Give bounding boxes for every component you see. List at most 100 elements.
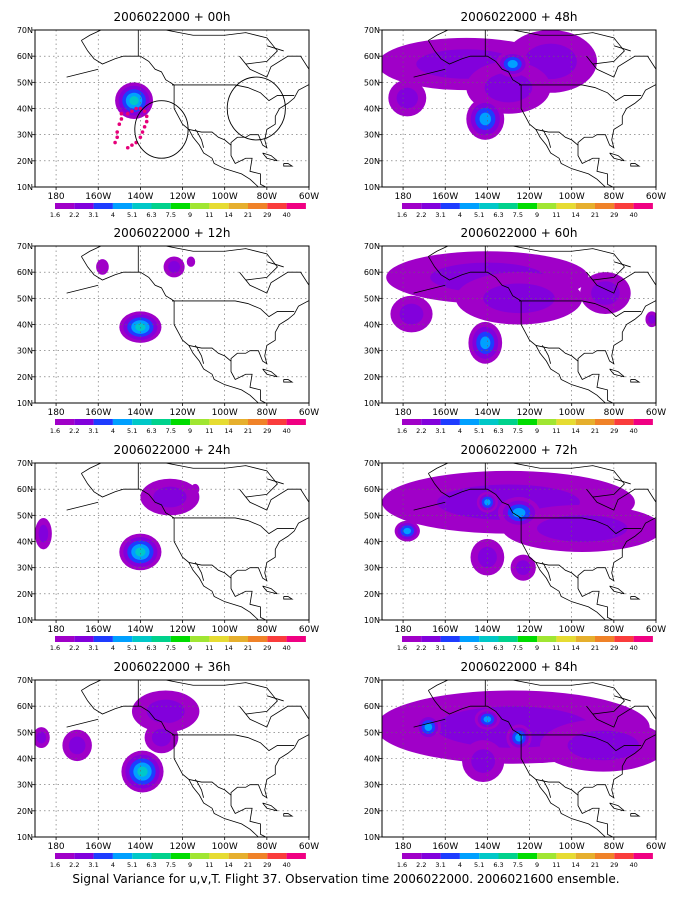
coastline (602, 463, 604, 464)
y-tick-label: 40N (364, 538, 380, 547)
coastline (413, 284, 446, 294)
legend-label: 3.1 (88, 211, 98, 219)
coastline (428, 246, 656, 403)
legend-swatch (55, 636, 75, 642)
legend-label: 6.3 (493, 861, 503, 869)
legend-swatch (459, 636, 480, 642)
variance-region (471, 749, 496, 773)
coastline (519, 734, 642, 752)
legend-label: 14 (225, 644, 233, 652)
legend-label: 40 (629, 644, 637, 652)
legend-label: 9 (535, 427, 539, 435)
x-tick-label: 100W (212, 842, 238, 852)
coastline (535, 129, 579, 146)
x-tick-label: 120W (516, 625, 542, 635)
legend-label: 14 (572, 861, 580, 869)
x-tick-label: 180 (394, 192, 411, 202)
legend-label: 9 (188, 211, 192, 219)
x-tick-label: 120W (169, 408, 195, 418)
legend-swatch (459, 203, 480, 209)
x-tick-label: 80W (604, 625, 624, 635)
x-tick-label: 60W (646, 842, 666, 852)
legend-swatch (151, 203, 171, 209)
legend-label: 1.6 (50, 644, 60, 652)
coastline (172, 734, 295, 752)
y-tick-label: 40N (364, 755, 380, 764)
legend-swatch (595, 419, 615, 425)
y-tick-label: 20N (17, 807, 33, 816)
panel-title: 2006022000 + 84h (461, 660, 578, 674)
legend-label: 9 (188, 644, 192, 652)
x-tick-label: 160W (432, 408, 458, 418)
coastline (66, 501, 99, 511)
legend-swatch (190, 419, 210, 425)
legend-label: 3.1 (435, 211, 445, 219)
coastline (266, 45, 284, 52)
x-tick-label: 140W (474, 842, 500, 852)
target-circle (226, 76, 286, 141)
legend-swatch (248, 419, 268, 425)
coastline (428, 256, 607, 403)
legend-swatch (575, 853, 595, 859)
flight-track-point (138, 106, 143, 111)
coastline (541, 345, 552, 364)
legend-label: 2.2 (416, 427, 426, 435)
coastline (428, 40, 607, 187)
legend-swatch (286, 203, 306, 209)
legend-label: 3.1 (88, 427, 98, 435)
legend-label: 2.2 (416, 861, 426, 869)
legend-label: 40 (629, 427, 637, 435)
legend-swatch (209, 419, 229, 425)
legend-swatch (74, 636, 94, 642)
y-tick-label: 20N (364, 807, 380, 816)
legend-label: 40 (282, 861, 290, 869)
legend-swatch (402, 853, 422, 859)
legend-label: 11 (205, 211, 213, 219)
plot-area (382, 246, 656, 403)
legend-label: 14 (225, 861, 233, 869)
x-tick-label: 100W (212, 408, 238, 418)
map-panel: 2006022000 + 60h 10N 20N 30N 40N 50N 60N 70N 180… (364, 226, 666, 435)
legend-label: 2.2 (416, 211, 426, 219)
legend-label: 9 (188, 427, 192, 435)
y-tick-label: 60N (364, 52, 380, 61)
legend-label: 11 (205, 644, 213, 652)
coastline (535, 345, 579, 362)
legend-label: 4 (111, 861, 115, 869)
coastline (283, 596, 294, 600)
legend-swatch (537, 419, 557, 425)
legend-label: 5.1 (474, 644, 484, 652)
legend-label: 14 (572, 427, 580, 435)
y-tick-label: 10N (364, 183, 380, 192)
legend-label: 7.5 (166, 211, 176, 219)
legend-label: 7.5 (513, 211, 523, 219)
legend-label: 14 (225, 211, 233, 219)
coastline (413, 501, 446, 511)
legend-swatch (228, 419, 248, 425)
legend-swatch (421, 636, 441, 642)
variance-region (536, 515, 628, 542)
variance-region (480, 336, 491, 350)
coastline (630, 379, 641, 383)
variance-region (137, 766, 148, 777)
legend-label: 3.1 (88, 644, 98, 652)
x-tick-label: 140W (474, 408, 500, 418)
legend-label: 4 (458, 861, 462, 869)
panel-title: 2006022000 + 72h (461, 443, 578, 457)
coastline (188, 129, 232, 146)
legend-swatch (286, 419, 306, 425)
legend-label: 6.3 (493, 211, 503, 219)
legend-swatch (440, 853, 460, 859)
coastline (266, 261, 284, 268)
legend-swatch (556, 636, 576, 642)
variance-region (168, 261, 181, 273)
legend-swatch (402, 636, 422, 642)
x-tick-label: 180 (394, 408, 411, 418)
flight-track-point (144, 114, 149, 119)
legend-swatch (575, 636, 595, 642)
legend-label: 29 (263, 211, 271, 219)
x-tick-label: 80W (257, 408, 277, 418)
y-tick-label: 10N (17, 833, 33, 842)
x-tick-label: 60W (299, 408, 319, 418)
variance-region (36, 731, 47, 744)
